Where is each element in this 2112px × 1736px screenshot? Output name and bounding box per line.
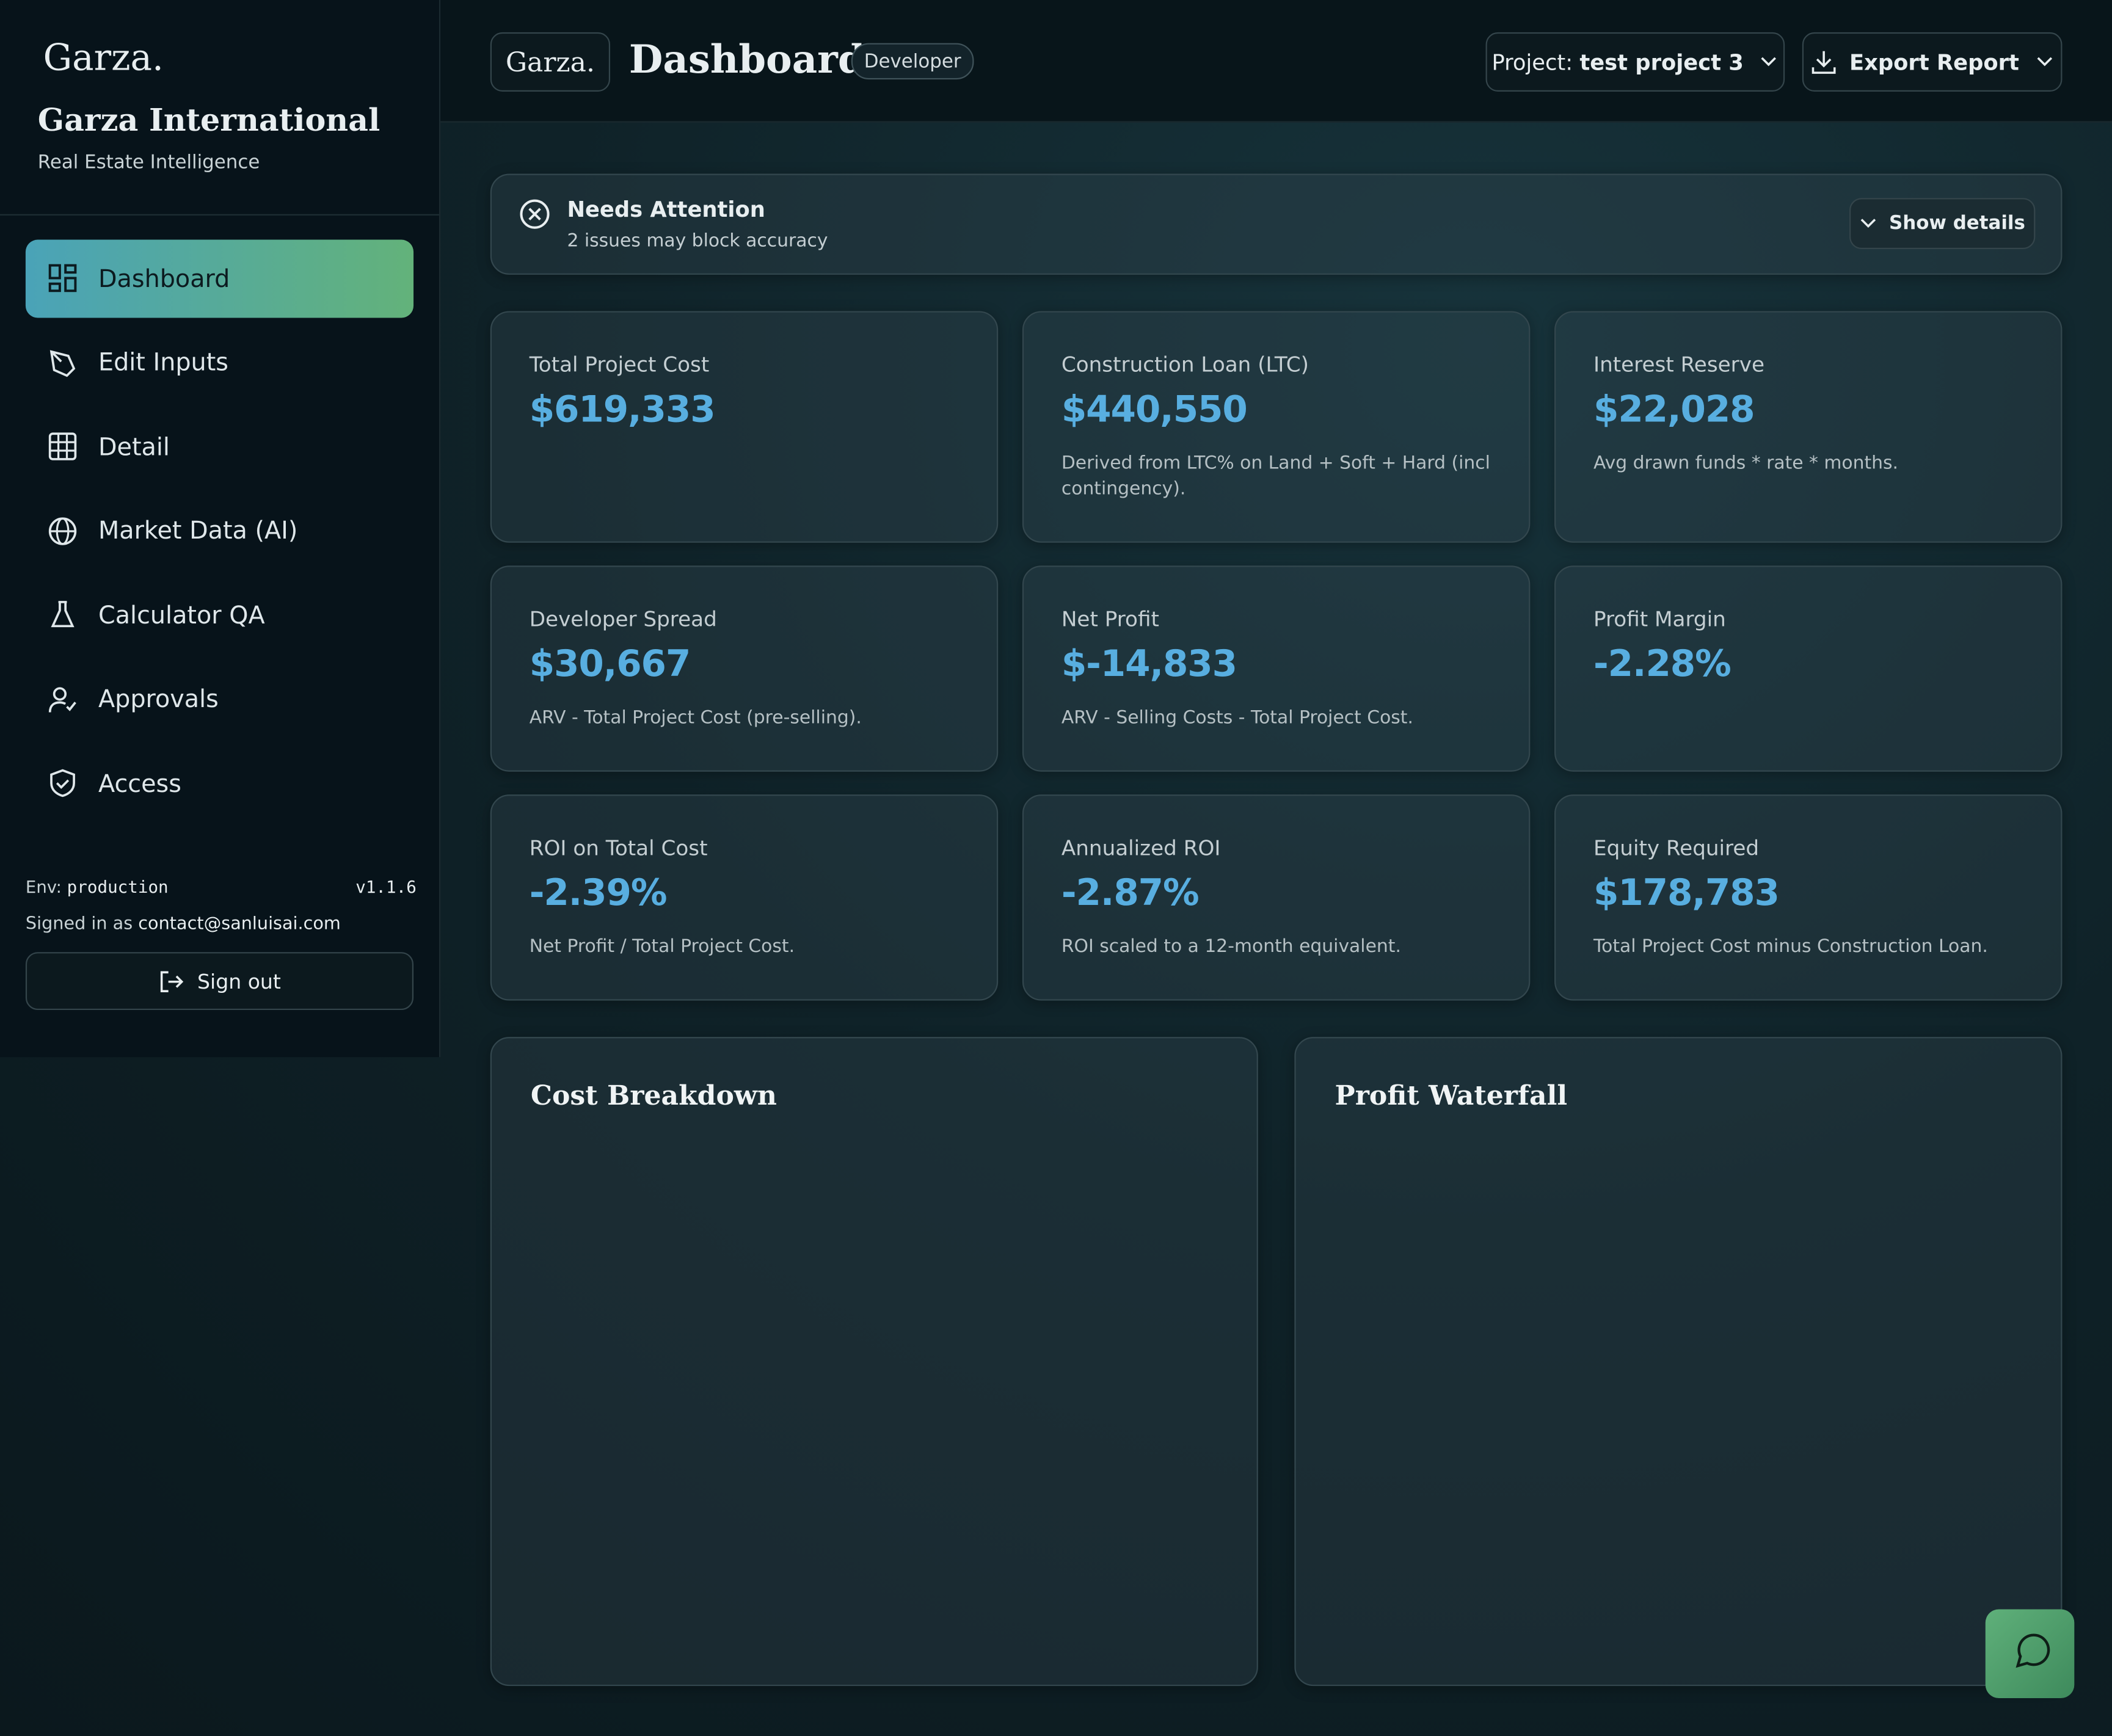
metric-note: ARV - Selling Costs - Total Project Cost…	[1061, 706, 1413, 729]
metric-value: $30,667	[529, 644, 691, 686]
role-badge: Developer	[851, 43, 974, 80]
tagline: Real Estate Intelligence	[37, 152, 260, 174]
env-label: Env:	[25, 876, 62, 897]
nav-item[interactable]: Dashboard	[25, 239, 414, 318]
metric-value: $440,550	[1061, 389, 1248, 431]
nav-icon	[49, 349, 76, 377]
alert-banner: Needs Attention 2 issues may block accur…	[490, 173, 2063, 275]
metric-value: $619,333	[529, 389, 716, 431]
nav-item[interactable]: Edit Inputs	[26, 324, 413, 402]
export-label: Export Report	[1849, 49, 2019, 75]
show-details-label: Show details	[1889, 212, 2025, 234]
sign-out-icon	[161, 970, 184, 992]
signed-in: Signed in as contact@sanluisai.com	[26, 914, 341, 934]
nav-label: Calculator QA	[98, 601, 265, 630]
chevron	[1861, 219, 1877, 228]
alert-icon	[520, 199, 550, 229]
metric-note: Derived from LTC% on Land + Soft + Hard …	[1061, 452, 1490, 500]
sign-out-button[interactable]: Sign out	[25, 952, 414, 1011]
chevron	[1761, 57, 1777, 67]
project-name: test project 3	[1579, 49, 1744, 75]
metric-note: ROI scaled to a 12-month equivalent.	[1061, 935, 1401, 958]
sidebar: Garza. Garza International Real Estate I…	[0, 0, 441, 1058]
metric-card: Profit Margin -2.28%	[1554, 565, 2063, 772]
metric-label: Annualized ROI	[1061, 836, 1221, 861]
metric-note: Net Profit / Total Project Cost.	[529, 935, 795, 958]
nav-label: Approvals	[98, 685, 219, 714]
metric-card: Construction Loan (LTC) $440,550 Derived f…	[1022, 311, 1531, 543]
chart-title: Cost Breakdown	[531, 1080, 777, 1111]
metric-note: ARV - Total Project Cost (pre-selling).	[529, 706, 862, 729]
nav-item[interactable]: Access	[26, 745, 413, 823]
metric-card: Net Profit $-14,833 ARV - Selling Costs - …	[1022, 565, 1531, 772]
nav-item[interactable]: Market Data (AI)	[26, 492, 413, 570]
brand-logo: Garza.	[43, 37, 164, 80]
divider	[0, 214, 439, 216]
metric-value: $178,783	[1593, 873, 1780, 915]
metric-label: Profit Margin	[1593, 607, 1726, 632]
nav-item[interactable]: Approvals	[26, 661, 413, 739]
metric-value: -2.87%	[1061, 873, 1200, 915]
nav-icon	[48, 517, 77, 545]
metric-card: ROI on Total Cost -2.39% Net Profit / Tota…	[490, 794, 999, 1001]
metric-label: Total Project Cost	[529, 352, 710, 377]
pie-chart: Cost Breakdown 2500003500040000240000224…	[531, 1080, 777, 1111]
nav-label: Dashboard	[98, 264, 230, 293]
metric-card: Developer Spread $30,667 ARV - Total Proje…	[490, 565, 999, 772]
chart-title: Profit Waterfall	[1335, 1080, 1568, 1111]
chat-icon	[2016, 1633, 2050, 1668]
project-label: Project:	[1491, 49, 1573, 75]
header-logo[interactable]: Garza.	[490, 32, 611, 92]
signed-in-label: Signed in as	[25, 914, 133, 935]
nav-icon	[48, 264, 77, 292]
metric-label: ROI on Total Cost	[529, 836, 708, 861]
nav-label: Access	[98, 769, 181, 798]
metric-value: $-14,833	[1061, 644, 1237, 686]
alert-subtitle: 2 issues may block accuracy	[567, 230, 828, 252]
nav-icon	[48, 432, 77, 460]
pie-card: Cost Breakdown 2500003500040000240000224…	[490, 1037, 1258, 1687]
nav-icon	[48, 686, 76, 712]
company-name: Garza International	[37, 102, 381, 139]
page-title: Dashboard	[628, 36, 865, 82]
metric-label: Net Profit	[1061, 607, 1159, 632]
metric-card: Annualized ROI -2.87% ROI scaled to a 12-m…	[1022, 794, 1531, 1001]
chat-button[interactable]	[1985, 1609, 2075, 1699]
metric-note: Avg drawn funds * rate * months.	[1593, 452, 1899, 474]
metric-label: Developer Spread	[529, 607, 717, 632]
nav-icon	[50, 769, 75, 797]
env-value: production	[67, 876, 169, 897]
show-details-button[interactable]: Show details	[1849, 198, 2036, 249]
chevron	[2037, 57, 2053, 67]
nav-label: Edit Inputs	[98, 349, 228, 377]
download-icon	[1812, 51, 1836, 74]
metric-value: -2.39%	[529, 873, 668, 915]
metric-label: Interest Reserve	[1593, 352, 1765, 377]
metric-note: Total Project Cost minus Construction Lo…	[1593, 935, 1988, 958]
alert-title: Needs Attention	[567, 196, 765, 222]
export-button[interactable]: Export Report	[1802, 32, 2063, 92]
waterfall-card: Profit Waterfall 68.01964k31.98036k99999…	[1294, 1037, 2063, 1687]
metric-label: Equity Required	[1593, 836, 1760, 861]
nav-label: Detail	[98, 433, 170, 462]
metric-value: $22,028	[1593, 389, 1755, 431]
sign-out-label: Sign out	[197, 968, 281, 993]
metric-card: Total Project Cost $619,333	[490, 311, 999, 543]
waterfall-chart: Profit Waterfall 68.01964k31.98036k99999…	[1335, 1080, 1568, 1111]
metric-card: Interest Reserve $22,028 Avg drawn funds *…	[1554, 311, 2063, 543]
metric-label: Construction Loan (LTC)	[1061, 352, 1309, 377]
nav-item[interactable]: Calculator QA	[26, 576, 413, 655]
env-row: Env: production	[26, 877, 169, 897]
metric-card: Equity Required $178,783 Total Project Cos…	[1554, 794, 2063, 1001]
version: v1.1.6	[355, 876, 417, 897]
nav-icon	[51, 601, 75, 628]
nav-label: Market Data (AI)	[98, 517, 298, 546]
project-select[interactable]: Project: test project 3	[1485, 32, 1785, 92]
metric-value: -2.28%	[1593, 644, 1731, 686]
nav-item[interactable]: Detail	[26, 408, 413, 486]
email: contact@sanluisai.com	[138, 914, 341, 935]
